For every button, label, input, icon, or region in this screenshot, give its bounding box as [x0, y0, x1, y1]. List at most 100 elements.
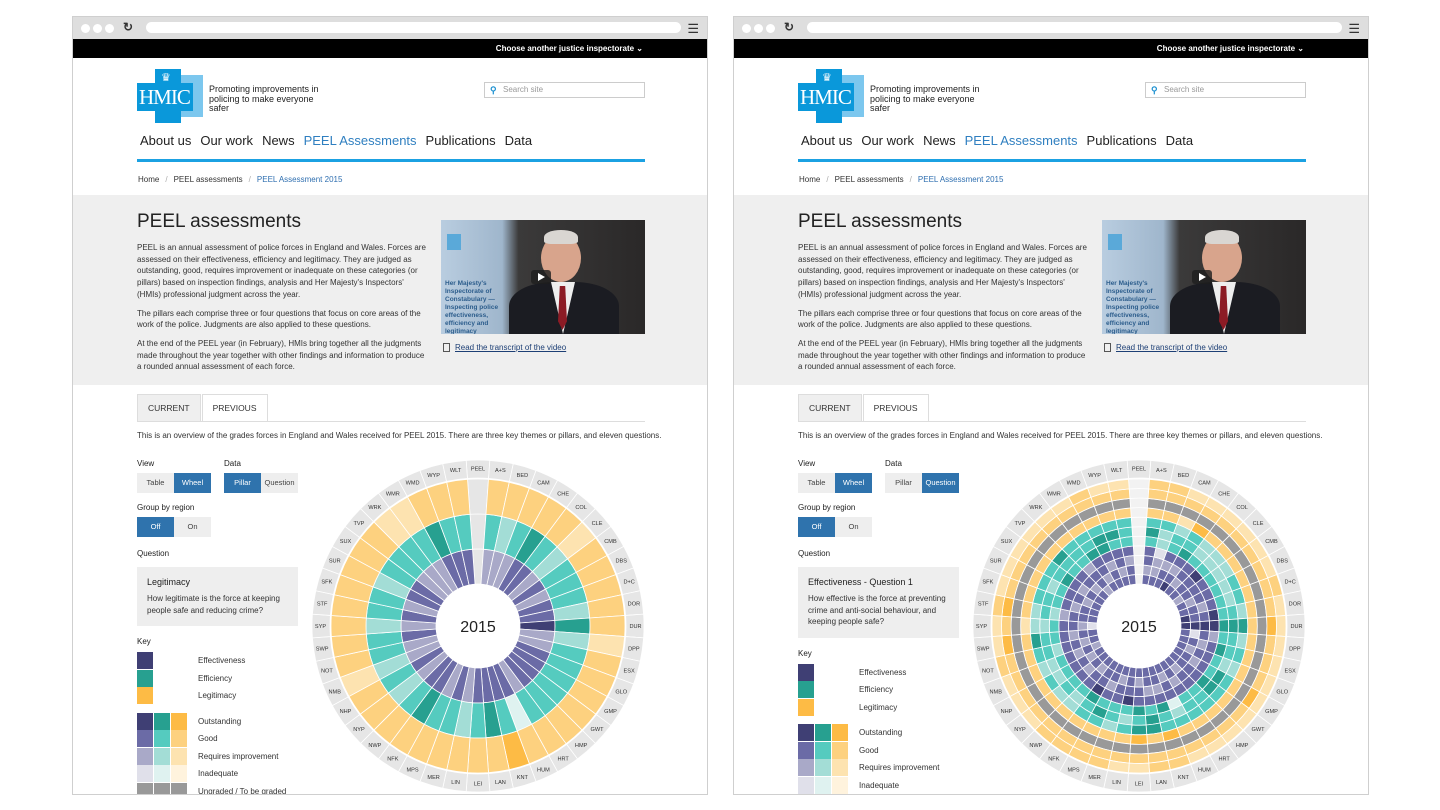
grade-cell-DUR-11[interactable] — [1275, 615, 1287, 637]
grade-cell-PEEL-9[interactable] — [1129, 497, 1149, 509]
grade-cell-DOR-2[interactable] — [1188, 612, 1201, 623]
grade-cell-PEEL-5[interactable] — [1132, 535, 1146, 547]
view-wheel-button[interactable]: Wheel — [835, 473, 872, 493]
nav-news[interactable]: News — [262, 133, 295, 148]
chevron-down-icon[interactable]: ⌄ — [636, 44, 643, 53]
force-label-cell[interactable] — [442, 459, 468, 482]
reload-icon[interactable]: ↻ — [123, 20, 134, 34]
grade-cell-DUR-6[interactable] — [1228, 618, 1239, 634]
grade-cell-DUR-3[interactable] — [589, 615, 626, 637]
breadcrumb-peel[interactable]: PEEL assessments — [834, 175, 904, 184]
grade-cell-WLT-3[interactable] — [446, 478, 471, 518]
grade-cell-WLT-11[interactable] — [1107, 478, 1130, 493]
group-on-button[interactable]: On — [835, 517, 872, 537]
tab-current[interactable]: CURRENT — [798, 394, 862, 421]
view-table-button[interactable]: Table — [137, 473, 174, 493]
view-table-button[interactable]: Table — [798, 473, 835, 493]
window-maximize-dot[interactable] — [766, 24, 775, 33]
choose-inspectorate-link[interactable]: Choose another justice inspectorate — [495, 44, 635, 53]
video-player[interactable]: Her Majesty's Inspectorate of Constabula… — [1102, 220, 1306, 334]
nav-publications[interactable]: Publications — [425, 133, 496, 148]
data-question-button[interactable]: Question — [261, 473, 298, 493]
grade-cell-PEEL-8[interactable] — [1130, 507, 1148, 518]
grade-cell-DOR-3[interactable] — [1198, 610, 1210, 623]
grade-cell-DUR-2[interactable] — [1189, 621, 1201, 631]
grade-cell-PEEL-10[interactable] — [1128, 488, 1150, 499]
grade-cell-SYP-9[interactable] — [1010, 616, 1022, 636]
nav-data[interactable]: Data — [504, 133, 533, 148]
nav-peel-assessments[interactable]: PEEL Assessments — [303, 133, 417, 148]
grade-cell-LEI-9[interactable] — [1129, 743, 1149, 755]
group-on-button[interactable]: On — [174, 517, 211, 537]
nav-our-work[interactable]: Our work — [861, 133, 915, 148]
grade-cell-SYP-11[interactable] — [991, 615, 1003, 637]
grade-cell-PEEL-2[interactable] — [1134, 564, 1144, 576]
grades-wheel-chart[interactable]: PEEL A+S BED CAM CHE COL CLE CMB DBS D+C DOR DUR DPP… — [969, 456, 1309, 795]
nav-peel-assessments[interactable]: PEEL Assessments — [964, 133, 1078, 148]
grade-cell-PEEL-4[interactable] — [1132, 545, 1146, 556]
grade-cell-LEI-7[interactable] — [1130, 724, 1148, 736]
grade-cell-LAN-2[interactable] — [1142, 675, 1153, 688]
grade-cell-SYP-6[interactable] — [1039, 618, 1050, 634]
nav-about-us[interactable]: About us — [140, 133, 192, 148]
transcript-link-text[interactable]: Read the transcript of the video — [455, 343, 567, 352]
grade-cell-LEI-3[interactable] — [467, 737, 489, 774]
grade-cell-DUR-4[interactable] — [1209, 619, 1220, 633]
group-off-button[interactable]: Off — [798, 517, 835, 537]
grade-cell-LEI-11[interactable] — [1128, 762, 1150, 774]
window-close-dot[interactable] — [81, 24, 90, 33]
hmic-logo[interactable]: ♛ HMIC — [798, 69, 866, 123]
hamburger-menu-icon[interactable]: ☰ — [687, 21, 699, 36]
group-off-button[interactable]: Off — [137, 517, 174, 537]
grade-cell-SYP-3[interactable] — [1067, 620, 1079, 632]
data-question-button[interactable]: Question — [922, 473, 959, 493]
grade-cell-LEI-10[interactable] — [1128, 753, 1150, 764]
grade-cell-WLT-2[interactable] — [1125, 564, 1136, 577]
grade-cell-SWP-2[interactable] — [1077, 629, 1090, 640]
choose-inspectorate-link[interactable]: Choose another justice inspectorate — [1156, 44, 1296, 53]
grade-cell-SWP-3[interactable] — [1068, 629, 1080, 642]
grade-cell-PEEL-11[interactable] — [1128, 478, 1150, 490]
grade-cell-PEEL-3[interactable] — [467, 478, 489, 515]
search-input[interactable]: ⚲ Search site — [484, 82, 645, 98]
view-wheel-button[interactable]: Wheel — [174, 473, 211, 493]
grade-cell-LEI-1[interactable] — [1134, 667, 1144, 678]
grade-cell-PEEL-1[interactable] — [1134, 574, 1144, 585]
window-maximize-dot[interactable] — [105, 24, 114, 33]
search-input[interactable]: ⚲ Search site — [1145, 82, 1306, 98]
grade-cell-DUR-3[interactable] — [1199, 620, 1211, 632]
grade-cell-LEI-6[interactable] — [1131, 715, 1147, 726]
grade-cell-SYP-5[interactable] — [1048, 619, 1060, 633]
grade-cell-PEEL-3[interactable] — [1133, 554, 1145, 566]
play-icon[interactable] — [1192, 270, 1212, 284]
grade-cell-DUR-8[interactable] — [1247, 617, 1258, 635]
window-close-dot[interactable] — [742, 24, 751, 33]
grade-cell-PEEL-6[interactable] — [1131, 526, 1147, 537]
grade-cell-DUR-7[interactable] — [1237, 617, 1249, 635]
nav-news[interactable]: News — [923, 133, 956, 148]
window-minimize-dot[interactable] — [754, 24, 763, 33]
force-label-cell[interactable] — [1103, 459, 1129, 482]
grade-cell-DUR-10[interactable] — [1266, 615, 1277, 637]
grade-cell-PEEL-7[interactable] — [1130, 516, 1148, 528]
play-icon[interactable] — [531, 270, 551, 284]
grade-cell-SYP-4[interactable] — [1058, 619, 1069, 633]
grade-cell-DUR-5[interactable] — [1218, 619, 1230, 633]
breadcrumb-peel[interactable]: PEEL assessments — [173, 175, 243, 184]
grades-wheel-chart[interactable]: PEEL A+S BED CAM CHE COL CLE CMB DBS D+C DOR DUR DPP… — [308, 456, 648, 795]
grade-cell-DUR-9[interactable] — [1256, 616, 1268, 636]
grade-cell-SYP-8[interactable] — [1020, 617, 1031, 635]
grade-cell-SYP-10[interactable] — [1001, 615, 1012, 637]
grade-cell-LEI-3[interactable] — [1133, 686, 1145, 698]
data-pillar-button[interactable]: Pillar — [224, 473, 261, 493]
window-minimize-dot[interactable] — [93, 24, 102, 33]
hmic-logo[interactable]: ♛ HMIC — [137, 69, 205, 123]
nav-data[interactable]: Data — [1165, 133, 1194, 148]
video-player[interactable]: Her Majesty's Inspectorate of Constabula… — [441, 220, 645, 334]
tab-current[interactable]: CURRENT — [137, 394, 201, 421]
chevron-down-icon[interactable]: ⌄ — [1297, 44, 1304, 53]
grade-cell-LEI-8[interactable] — [1130, 734, 1148, 745]
reload-icon[interactable]: ↻ — [784, 20, 795, 34]
grade-cell-WLT-3[interactable] — [1123, 555, 1136, 567]
grade-cell-LEI-2[interactable] — [1134, 676, 1144, 688]
